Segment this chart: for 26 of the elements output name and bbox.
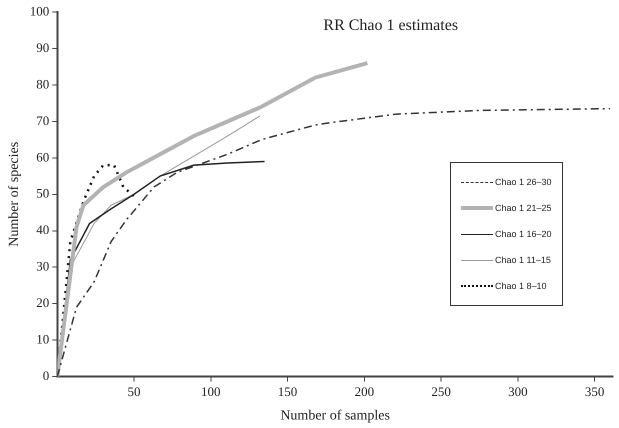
y-tick-label: 50	[36, 186, 50, 201]
y-tick-label: 60	[36, 149, 50, 164]
y-tick-label: 30	[36, 258, 50, 274]
x-tick-label: 100	[201, 384, 221, 399]
y-tick-label: 0	[42, 368, 50, 384]
legend-label: Chao 1 26–30	[495, 177, 552, 188]
legend-label: Chao 1 11–15	[495, 255, 551, 266]
legend-label: Chao 1 21–25	[495, 203, 552, 214]
y-tick-label: 10	[36, 332, 50, 347]
y-tick-label: 40	[36, 222, 50, 238]
x-tick-label: 300	[508, 384, 528, 399]
y-tick-label: 20	[36, 295, 50, 310]
x-tick-label: 350	[584, 384, 604, 399]
chart-title: RR Chao 1 estimates	[323, 17, 458, 34]
y-tick-label: 100	[30, 3, 50, 18]
x-axis-title: Number of samples	[280, 408, 390, 424]
y-tick-label: 80	[36, 76, 50, 92]
y-tick-label: 70	[36, 112, 50, 128]
x-tick-label: 50	[128, 384, 141, 399]
legend-label: Chao 1 8–10	[495, 281, 547, 292]
x-tick-label: 150	[278, 384, 298, 399]
legend-label: Chao 1 16–20	[495, 229, 552, 240]
y-tick-label: 90	[36, 40, 50, 55]
y-axis-title: Number of species	[7, 142, 22, 247]
x-tick-label: 250	[431, 384, 451, 399]
x-tick-label: 200	[354, 384, 374, 399]
